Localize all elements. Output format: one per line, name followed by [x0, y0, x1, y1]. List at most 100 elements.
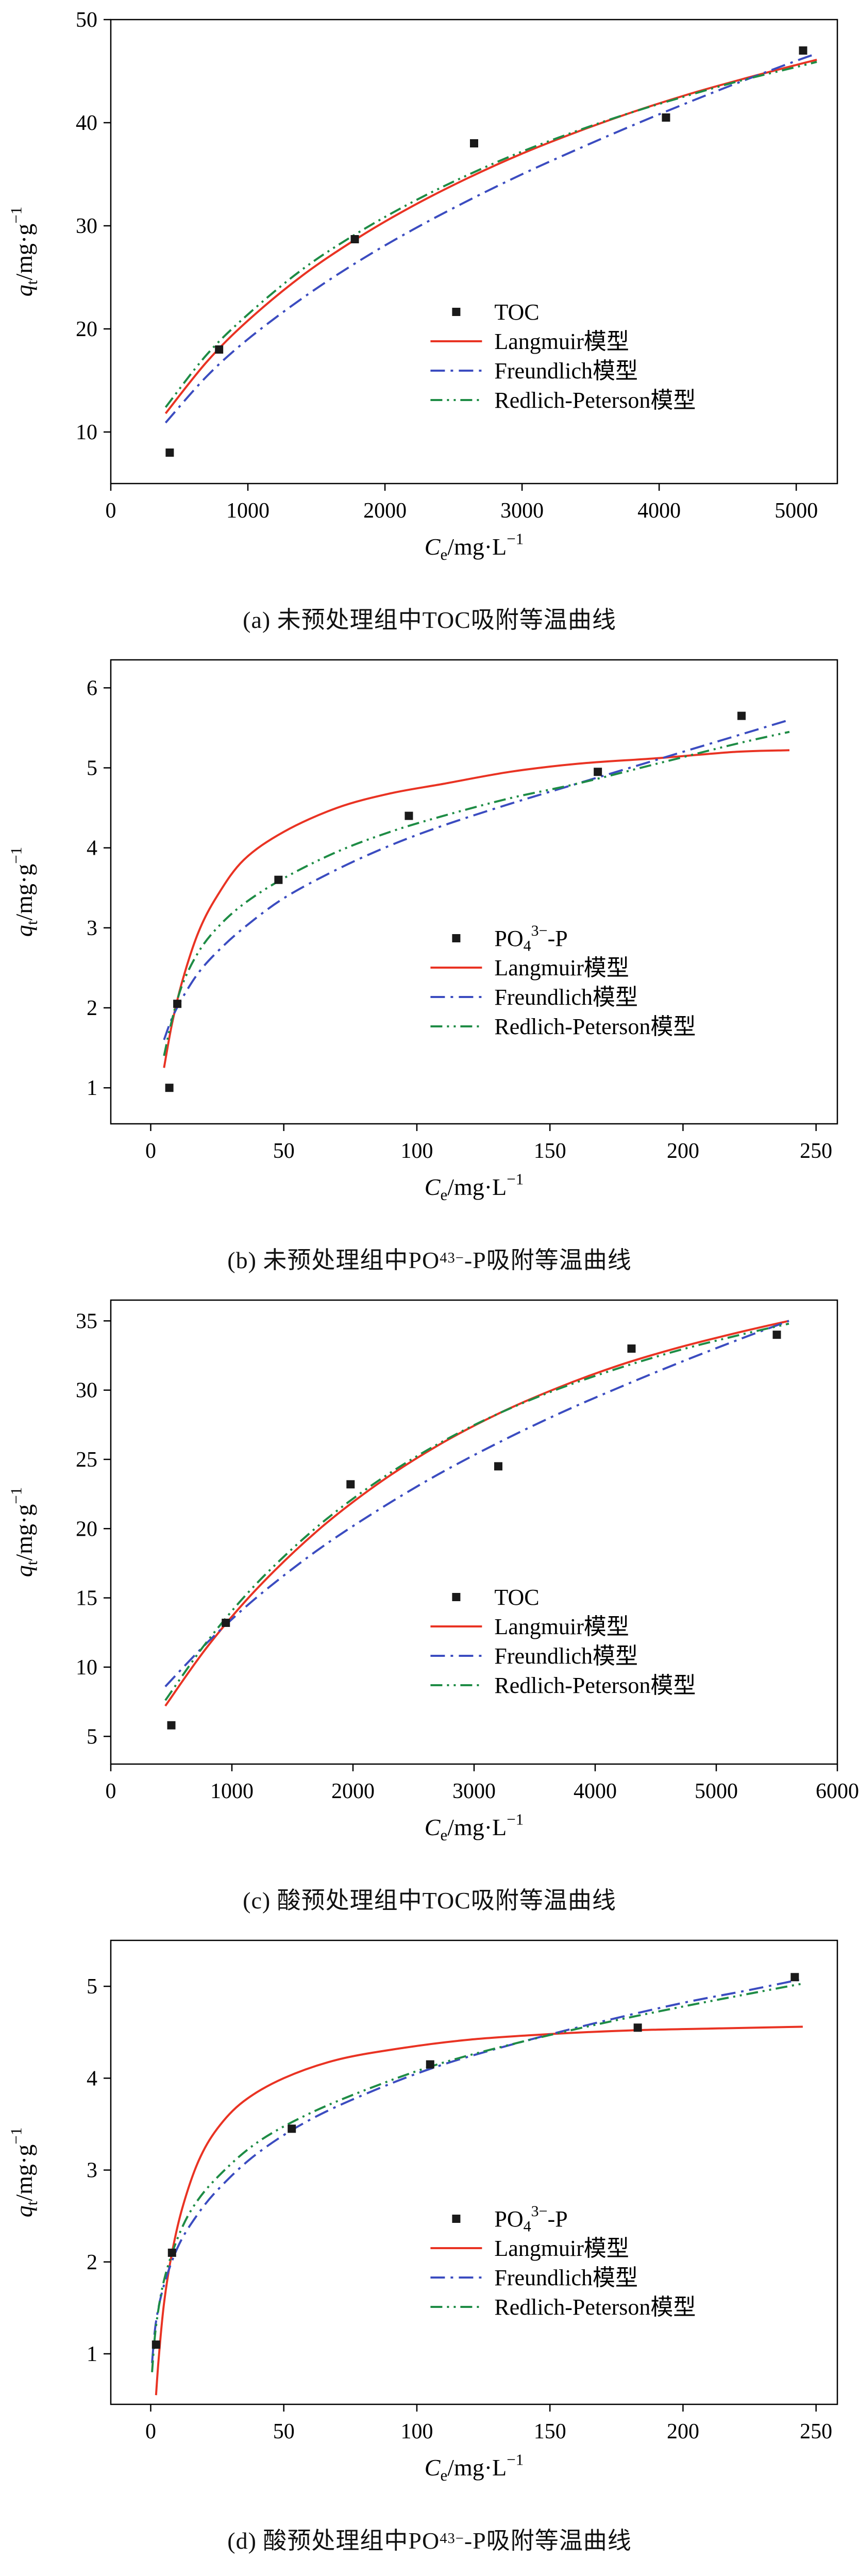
x-axis-title: Ce/mg·L−1: [425, 1810, 524, 1844]
isotherm-chart-d: 0 50 100 150 200 250 1 2 3 4 5 Ce/mg·L−1 qt/mg·g−1 PO…: [7, 1939, 838, 2484]
series-line-freundlich: [164, 1320, 789, 1687]
svg-text:35: 35: [76, 1309, 97, 1333]
svg-text:15: 15: [76, 1587, 97, 1610]
legend-scatter-marker: [452, 1593, 461, 1601]
plot-frame: [110, 659, 838, 1125]
y-axis-title: qt/mg·g−1: [7, 1487, 41, 1577]
panel-d: 0 50 100 150 200 250 1 2 3 4 5 Ce/mg·L−1 qt/mg·g−1 PO…: [0, 1925, 859, 2565]
legend-series-label: Freundlich模型: [494, 985, 638, 1010]
svg-text:2000: 2000: [331, 1780, 375, 1803]
legend-series-label: Langmuir模型: [494, 955, 629, 980]
svg-text:2: 2: [87, 996, 97, 1020]
legend-scatter-marker: [452, 308, 461, 316]
legend: TOC Langmuir模型 Freundlich模型 Redlich-Peterso…: [430, 300, 696, 413]
svg-text:5000: 5000: [695, 1780, 738, 1803]
plot-frame: [110, 19, 838, 485]
svg-text:1000: 1000: [210, 1780, 254, 1803]
isotherm-chart-b: 0 50 100 150 200 250 1 2 3 4 5 6 Ce/mg·L−1 qt/mg·g−1 P…: [7, 659, 838, 1204]
svg-text:250: 250: [800, 1139, 832, 1163]
svg-text:6: 6: [87, 676, 97, 700]
isotherm-chart-a: 0 1000 2000 3000 4000 5000 10 20 30 40 50 Ce/mg·L−1…: [7, 8, 838, 563]
scatter-points: [165, 711, 746, 1092]
plot-frame: [110, 1299, 838, 1765]
svg-text:10: 10: [76, 1656, 97, 1680]
x-axis-title: Ce/mg·L−1: [425, 1170, 524, 1204]
panel-b: 0 50 100 150 200 250 1 2 3 4 5 6 Ce/mg·L−1 qt/mg·g−1 P…: [0, 644, 859, 1285]
svg-text:4000: 4000: [637, 499, 681, 523]
svg-text:30: 30: [76, 214, 97, 238]
svg-text:250: 250: [800, 2420, 832, 2444]
svg-text:1: 1: [87, 1076, 97, 1100]
plot-frame: [110, 1939, 838, 2405]
svg-text:3: 3: [87, 917, 97, 940]
legend-series-label: Freundlich模型: [494, 358, 638, 384]
legend-scatter-marker: [452, 2215, 461, 2223]
axis-ticks: 0 50 100 150 200 250 1 2 3 4 5: [87, 1975, 832, 2444]
series-line-redlich: [151, 1982, 803, 2372]
svg-text:50: 50: [76, 8, 97, 32]
y-axis-title: qt/mg·g−1: [7, 2128, 41, 2218]
scatter-points: [151, 1973, 799, 2349]
svg-text:20: 20: [76, 1517, 97, 1541]
y-axis-title: qt/mg·g−1: [7, 207, 41, 297]
panel-c: 0 1000 2000 3000 4000 5000 6000 5 10 15 20 25 30 35 Ce…: [0, 1285, 859, 1925]
series-line-freundlich: [164, 53, 817, 424]
legend-scatter-label: PO43−-P: [494, 922, 567, 955]
svg-text:1000: 1000: [226, 499, 270, 523]
svg-text:3000: 3000: [452, 1780, 496, 1803]
series-line-langmuir: [155, 2025, 803, 2396]
svg-text:3: 3: [87, 2159, 97, 2183]
svg-text:3000: 3000: [500, 499, 544, 523]
legend-series-label: Langmuir模型: [494, 329, 629, 354]
legend: TOC Langmuir模型 Freundlich模型 Redlich-Peterso…: [430, 1585, 696, 1698]
caption-c: (c) 酸预处理组中TOC吸附等温曲线: [243, 1887, 616, 1914]
legend-scatter-label: TOC: [494, 300, 539, 325]
legend-series-label: Freundlich模型: [494, 2265, 638, 2290]
x-axis-title: Ce/mg·L−1: [425, 2450, 524, 2484]
svg-text:5: 5: [87, 756, 97, 780]
svg-text:50: 50: [273, 1139, 295, 1163]
legend-series-label: Langmuir模型: [494, 2236, 629, 2261]
caption-b: (b) 未预处理组中PO 4 3− -P吸附等温曲线: [227, 1247, 632, 1273]
svg-text:100: 100: [400, 1139, 433, 1163]
legend-series-label: Freundlich模型: [494, 1643, 638, 1669]
svg-text:2000: 2000: [363, 499, 407, 523]
legend-series-label: Redlich-Peterson模型: [494, 388, 696, 413]
svg-text:5000: 5000: [774, 499, 818, 523]
axis-ticks: 0 50 100 150 200 250 1 2 3 4 5 6: [87, 676, 832, 1163]
svg-text:100: 100: [400, 2420, 433, 2444]
legend-series-label: Redlich-Peterson模型: [494, 1014, 696, 1039]
series-line-redlich: [163, 730, 790, 1056]
series-line-redlich: [164, 1322, 789, 1701]
legend-series-label: Redlich-Peterson模型: [494, 2295, 696, 2320]
legend-scatter-label: TOC: [494, 1585, 539, 1610]
axis-ticks: 0 1000 2000 3000 4000 5000 6000 5 10 15 20 25 30 35: [76, 1309, 859, 1803]
scatter-points: [167, 1331, 781, 1730]
legend-scatter-marker: [452, 934, 461, 942]
svg-text:20: 20: [76, 318, 97, 341]
x-axis-title: Ce/mg·L−1: [425, 529, 524, 563]
svg-text:0: 0: [145, 1139, 156, 1163]
legend-series-label: Langmuir模型: [494, 1614, 629, 1639]
svg-text:10: 10: [76, 421, 97, 444]
svg-text:0: 0: [106, 1780, 116, 1803]
svg-text:200: 200: [667, 2420, 699, 2444]
series-line-freundlich: [163, 719, 790, 1040]
axis-ticks: 0 1000 2000 3000 4000 5000 10 20 30 40 50: [76, 8, 818, 523]
svg-text:0: 0: [106, 499, 116, 523]
scatter-points: [165, 46, 807, 457]
svg-text:150: 150: [534, 1139, 566, 1163]
svg-text:200: 200: [667, 1139, 699, 1163]
svg-text:0: 0: [145, 2420, 156, 2444]
legend-series-label: Redlich-Peterson模型: [494, 1673, 696, 1698]
caption-a: (a) 未预处理组中TOC吸附等温曲线: [243, 607, 616, 633]
svg-text:1: 1: [87, 2342, 97, 2366]
svg-text:25: 25: [76, 1448, 97, 1472]
svg-text:5: 5: [87, 1975, 97, 1999]
series-line-langmuir: [163, 749, 790, 1068]
legend-scatter-label: PO43−-P: [494, 2203, 567, 2235]
caption-d: (d) 酸预处理组中PO 4 3− -P吸附等温曲线: [227, 2528, 632, 2554]
svg-text:2: 2: [87, 2251, 97, 2274]
svg-text:5: 5: [87, 1725, 97, 1749]
